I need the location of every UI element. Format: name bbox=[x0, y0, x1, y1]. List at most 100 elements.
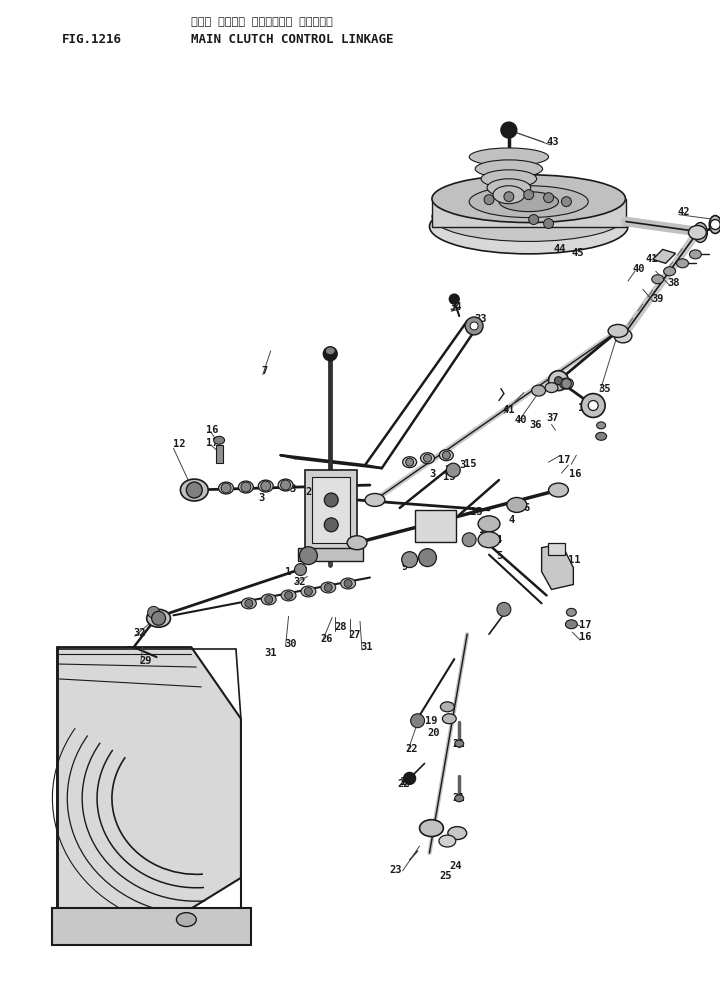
Bar bbox=[414, 510, 456, 542]
Ellipse shape bbox=[147, 609, 171, 627]
Text: 41: 41 bbox=[646, 254, 659, 264]
Text: 3: 3 bbox=[259, 493, 265, 503]
Circle shape bbox=[424, 454, 432, 462]
Circle shape bbox=[411, 714, 424, 728]
Text: 17: 17 bbox=[206, 438, 218, 448]
Circle shape bbox=[562, 197, 571, 207]
Text: 9: 9 bbox=[402, 562, 408, 572]
Ellipse shape bbox=[421, 453, 435, 464]
Ellipse shape bbox=[432, 192, 625, 241]
Text: 40: 40 bbox=[633, 264, 646, 274]
Ellipse shape bbox=[596, 422, 606, 429]
Ellipse shape bbox=[429, 199, 628, 254]
Text: 22: 22 bbox=[398, 779, 410, 789]
Text: 31: 31 bbox=[360, 642, 372, 652]
Ellipse shape bbox=[347, 536, 367, 550]
Bar bbox=[312, 477, 350, 543]
Text: 4: 4 bbox=[496, 535, 502, 545]
Text: 45: 45 bbox=[571, 248, 584, 258]
Ellipse shape bbox=[176, 913, 196, 927]
Ellipse shape bbox=[325, 347, 335, 355]
Circle shape bbox=[544, 193, 554, 203]
Text: 5: 5 bbox=[496, 551, 502, 561]
Text: 18: 18 bbox=[400, 777, 412, 787]
Ellipse shape bbox=[258, 480, 273, 492]
Ellipse shape bbox=[469, 148, 549, 166]
Circle shape bbox=[325, 518, 338, 532]
Circle shape bbox=[344, 580, 352, 587]
Text: 16: 16 bbox=[570, 469, 582, 479]
Text: 32: 32 bbox=[294, 577, 306, 586]
Ellipse shape bbox=[439, 835, 455, 847]
Circle shape bbox=[581, 394, 605, 417]
Circle shape bbox=[299, 547, 317, 565]
Text: 15: 15 bbox=[464, 459, 476, 469]
Circle shape bbox=[285, 591, 293, 599]
Ellipse shape bbox=[596, 432, 607, 440]
Text: 3: 3 bbox=[289, 484, 296, 494]
Bar bbox=[547, 543, 565, 555]
Ellipse shape bbox=[301, 586, 316, 597]
Text: 14: 14 bbox=[479, 525, 492, 535]
Text: 24: 24 bbox=[449, 860, 462, 871]
Ellipse shape bbox=[419, 820, 443, 837]
Text: 32: 32 bbox=[134, 628, 146, 638]
Circle shape bbox=[281, 480, 291, 490]
Text: メイン クラッチ コントロール リンケージ: メイン クラッチ コントロール リンケージ bbox=[192, 17, 333, 27]
Ellipse shape bbox=[469, 186, 589, 218]
Circle shape bbox=[589, 401, 598, 410]
Text: 29: 29 bbox=[140, 656, 153, 666]
Circle shape bbox=[504, 192, 514, 202]
Ellipse shape bbox=[218, 482, 234, 494]
Text: 38: 38 bbox=[667, 278, 680, 288]
Text: 10: 10 bbox=[578, 404, 591, 413]
Text: 4: 4 bbox=[509, 515, 515, 525]
Text: 30: 30 bbox=[285, 639, 297, 649]
Text: 31: 31 bbox=[265, 648, 277, 658]
Ellipse shape bbox=[664, 267, 675, 276]
Text: 2: 2 bbox=[305, 487, 312, 497]
Ellipse shape bbox=[321, 582, 335, 593]
Ellipse shape bbox=[549, 483, 568, 497]
Circle shape bbox=[325, 584, 333, 591]
Ellipse shape bbox=[278, 479, 293, 491]
Circle shape bbox=[446, 463, 461, 477]
Ellipse shape bbox=[478, 532, 500, 548]
Ellipse shape bbox=[455, 795, 463, 802]
Ellipse shape bbox=[493, 186, 525, 204]
Ellipse shape bbox=[213, 436, 225, 444]
Circle shape bbox=[484, 195, 494, 205]
Ellipse shape bbox=[560, 378, 573, 389]
Circle shape bbox=[529, 215, 539, 225]
Text: 42: 42 bbox=[677, 207, 690, 217]
Ellipse shape bbox=[478, 516, 500, 532]
Circle shape bbox=[325, 493, 338, 507]
Text: 21: 21 bbox=[453, 739, 465, 749]
Text: 35: 35 bbox=[598, 384, 611, 394]
Text: 22: 22 bbox=[406, 744, 418, 754]
Ellipse shape bbox=[448, 827, 466, 840]
Text: FIG.1216: FIG.1216 bbox=[62, 33, 122, 45]
Text: 17: 17 bbox=[579, 620, 592, 630]
Text: 33: 33 bbox=[474, 314, 487, 324]
Text: 20: 20 bbox=[427, 728, 440, 738]
Ellipse shape bbox=[709, 216, 722, 233]
Circle shape bbox=[402, 552, 418, 568]
Ellipse shape bbox=[565, 620, 578, 629]
Circle shape bbox=[523, 190, 534, 200]
Circle shape bbox=[449, 294, 459, 304]
Ellipse shape bbox=[432, 175, 625, 223]
Ellipse shape bbox=[507, 497, 527, 512]
Text: 19: 19 bbox=[424, 716, 437, 726]
Ellipse shape bbox=[566, 608, 576, 616]
Polygon shape bbox=[542, 544, 573, 589]
Circle shape bbox=[419, 549, 437, 567]
Ellipse shape bbox=[341, 578, 356, 589]
Text: 13: 13 bbox=[470, 507, 483, 517]
Ellipse shape bbox=[281, 590, 296, 601]
Text: 21: 21 bbox=[453, 793, 465, 803]
Text: 16: 16 bbox=[579, 632, 592, 642]
Circle shape bbox=[265, 595, 273, 603]
Polygon shape bbox=[653, 249, 675, 263]
Ellipse shape bbox=[608, 324, 628, 337]
